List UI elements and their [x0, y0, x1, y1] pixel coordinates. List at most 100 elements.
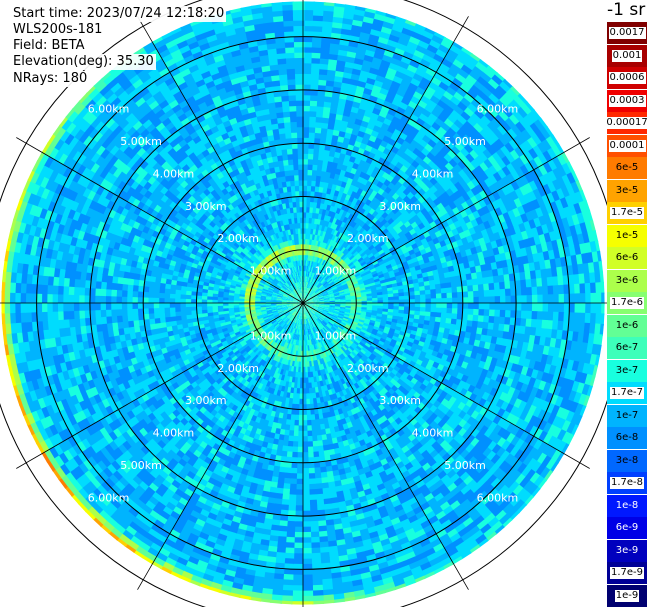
beta-gate [317, 294, 324, 298]
beta-gate [339, 294, 346, 297]
beta-gate [333, 5, 347, 14]
beta-gate [370, 267, 377, 273]
beta-gate [396, 65, 409, 75]
beta-gate [303, 41, 314, 48]
beta-gate [309, 283, 313, 289]
beta-gate [304, 254, 307, 261]
beta-gate [315, 281, 320, 287]
beta-gate [360, 251, 367, 258]
beta-gate [318, 263, 323, 270]
beta-gate [311, 174, 318, 182]
beta-gate [323, 294, 330, 298]
beta-gate [341, 283, 349, 288]
beta-gate [375, 10, 388, 17]
beta-gate [305, 286, 308, 293]
beta-gate [514, 187, 525, 199]
beta-gate [371, 295, 378, 299]
beta-gate [340, 227, 347, 234]
beta-gate [486, 65, 499, 76]
beta-gate [317, 240, 322, 247]
beta-gate [376, 257, 384, 264]
beta-gate [343, 288, 350, 292]
beta-gate [319, 241, 324, 248]
beta-gate [303, 14, 315, 21]
beta-gate [329, 281, 336, 287]
beta-gate [323, 4, 336, 12]
beta-gate [316, 268, 320, 275]
beta-gate [449, 44, 463, 56]
beta-gate [354, 286, 361, 291]
beta-gate [317, 294, 324, 298]
beta-gate [369, 255, 376, 261]
beta-gate [426, 43, 440, 55]
beta-gate [332, 268, 339, 274]
beta-gate [303, 211, 307, 218]
beta-gate [319, 252, 324, 259]
beta-gate [335, 230, 342, 238]
beta-gate [306, 206, 311, 213]
beta-gate [318, 298, 325, 301]
beta-gate [321, 122, 330, 129]
beta-gate [303, 259, 305, 266]
beta-gate [354, 6, 368, 12]
beta-gate [329, 48, 340, 56]
beta-gate [311, 292, 317, 297]
beta-gate [331, 275, 338, 281]
beta-gate [306, 293, 310, 299]
beta-gate [350, 241, 358, 248]
beta-gate [322, 160, 329, 167]
beta-gate [326, 268, 331, 275]
beta-gate [327, 278, 333, 284]
beta-gate [458, 262, 466, 271]
beta-gate [321, 247, 326, 254]
beta-gate [335, 113, 344, 121]
beta-gate [316, 234, 321, 242]
beta-gate [494, 72, 506, 83]
beta-gate [537, 186, 548, 199]
beta-gate [323, 2, 337, 7]
beta-gate [406, 40, 420, 51]
beta-gate [410, 30, 424, 41]
beta-gate [333, 269, 340, 275]
beta-gate [315, 267, 319, 274]
beta-gate [322, 236, 328, 243]
beta-gate [305, 270, 308, 277]
beta-gate [312, 295, 319, 299]
beta-gate [320, 278, 325, 284]
beta-gate [361, 263, 369, 269]
beta-gate [313, 153, 320, 160]
beta-gate [318, 284, 324, 290]
beta-gate [307, 282, 311, 288]
beta-gate [309, 271, 313, 278]
beta-gate [321, 290, 328, 294]
beta-gate [528, 147, 540, 161]
beta-gate [464, 267, 472, 276]
beta-gate [522, 203, 532, 215]
beta-gate [310, 255, 314, 262]
beta-gate [550, 134, 560, 147]
beta-gate [331, 134, 340, 142]
beta-gate [328, 280, 335, 286]
beta-gate [306, 265, 309, 272]
beta-gate [319, 285, 325, 290]
beta-gate [556, 153, 568, 167]
beta-gate [373, 275, 380, 281]
beta-gate [321, 117, 330, 124]
beta-gate [305, 292, 308, 299]
beta-gate [334, 151, 342, 159]
beta-gate [317, 95, 326, 102]
beta-gate [444, 277, 452, 284]
beta-gate [341, 261, 348, 268]
beta-gate [308, 300, 314, 302]
beta-gate [512, 265, 520, 275]
beta-gate [359, 285, 366, 290]
beta-gate [313, 273, 318, 280]
beta-gate [320, 235, 325, 243]
beta-gate [331, 26, 344, 35]
beta-gate [380, 265, 388, 272]
beta-gate [344, 289, 351, 293]
beta-gate [320, 175, 326, 183]
beta-gate [367, 274, 374, 280]
beta-gate [326, 244, 332, 251]
beta-gate [308, 299, 314, 302]
